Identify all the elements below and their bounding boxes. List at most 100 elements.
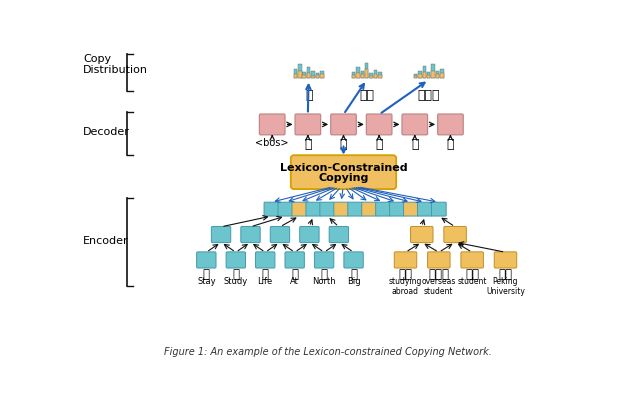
Bar: [436, 74, 439, 78]
FancyBboxPatch shape: [362, 202, 376, 216]
Text: Figure 1: An example of the Lexicon-constrained Copying Network.: Figure 1: An example of the Lexicon-cons…: [164, 347, 492, 357]
Bar: [298, 64, 301, 78]
Bar: [352, 75, 355, 78]
Text: student: student: [458, 277, 487, 286]
FancyBboxPatch shape: [196, 252, 216, 268]
Text: Copy
Distribution: Copy Distribution: [83, 53, 148, 75]
FancyBboxPatch shape: [320, 202, 335, 216]
FancyBboxPatch shape: [376, 202, 390, 216]
Text: 大: 大: [350, 268, 357, 282]
Bar: [294, 69, 297, 78]
FancyBboxPatch shape: [334, 202, 349, 216]
Bar: [356, 73, 360, 78]
Text: 生: 生: [262, 268, 269, 282]
Bar: [440, 73, 444, 78]
FancyBboxPatch shape: [390, 202, 404, 216]
Bar: [378, 75, 381, 78]
Text: Decoder: Decoder: [83, 127, 130, 137]
FancyBboxPatch shape: [285, 252, 305, 268]
FancyBboxPatch shape: [410, 226, 433, 243]
FancyBboxPatch shape: [264, 202, 279, 216]
FancyBboxPatch shape: [417, 202, 432, 216]
FancyBboxPatch shape: [329, 226, 349, 243]
Bar: [356, 67, 360, 78]
Bar: [427, 72, 431, 78]
Bar: [436, 71, 439, 78]
Bar: [422, 66, 426, 78]
Bar: [365, 63, 369, 78]
Bar: [413, 76, 417, 78]
Text: 在: 在: [291, 268, 298, 282]
Text: 北大: 北大: [499, 268, 513, 282]
Text: Life: Life: [258, 277, 273, 286]
Text: Big: Big: [347, 277, 360, 286]
Bar: [418, 74, 422, 78]
Text: 留学: 留学: [399, 268, 413, 282]
FancyBboxPatch shape: [241, 226, 260, 243]
Bar: [311, 76, 315, 78]
FancyBboxPatch shape: [404, 202, 419, 216]
Text: Study: Study: [223, 277, 248, 286]
Text: overseas
student: overseas student: [422, 277, 456, 296]
Bar: [431, 71, 435, 78]
FancyBboxPatch shape: [428, 252, 450, 268]
FancyBboxPatch shape: [431, 202, 446, 216]
Bar: [360, 71, 364, 78]
FancyBboxPatch shape: [278, 202, 292, 216]
FancyBboxPatch shape: [211, 226, 231, 243]
Text: Copying: Copying: [318, 173, 369, 182]
Text: 生: 生: [447, 137, 454, 151]
Bar: [303, 72, 306, 78]
Bar: [440, 69, 444, 78]
Bar: [374, 70, 378, 78]
Text: Lexicon-Constrained: Lexicon-Constrained: [280, 162, 407, 173]
Text: North: North: [312, 277, 336, 286]
FancyBboxPatch shape: [494, 252, 516, 268]
Text: 北: 北: [304, 137, 312, 151]
Text: 大: 大: [340, 137, 348, 151]
Bar: [365, 69, 369, 78]
Text: Encoder: Encoder: [83, 237, 129, 246]
FancyBboxPatch shape: [348, 202, 362, 216]
Bar: [418, 71, 422, 78]
FancyBboxPatch shape: [226, 252, 246, 268]
Bar: [303, 75, 306, 78]
Bar: [369, 73, 373, 78]
FancyBboxPatch shape: [270, 226, 290, 243]
Text: <bos>: <bos>: [255, 137, 289, 148]
Bar: [311, 71, 315, 78]
FancyBboxPatch shape: [295, 114, 321, 135]
Text: 留学生: 留学生: [417, 89, 440, 102]
FancyBboxPatch shape: [331, 114, 356, 135]
Text: Stay: Stay: [197, 277, 216, 286]
Bar: [374, 73, 378, 78]
Bar: [360, 74, 364, 78]
Bar: [431, 64, 435, 78]
Text: 留: 留: [203, 268, 210, 282]
Text: 学: 学: [232, 268, 239, 282]
Text: studying
abroad: studying abroad: [389, 277, 422, 296]
Bar: [307, 67, 310, 78]
FancyBboxPatch shape: [394, 252, 417, 268]
FancyBboxPatch shape: [344, 252, 364, 268]
FancyBboxPatch shape: [300, 226, 319, 243]
FancyBboxPatch shape: [306, 202, 321, 216]
FancyBboxPatch shape: [255, 252, 275, 268]
Text: 留: 留: [376, 137, 383, 151]
FancyBboxPatch shape: [438, 114, 463, 135]
Text: 学: 学: [411, 137, 419, 151]
Text: Peking
University: Peking University: [486, 277, 525, 296]
Text: 北: 北: [321, 268, 328, 282]
Bar: [320, 74, 324, 78]
Bar: [307, 73, 310, 78]
Bar: [378, 72, 381, 78]
FancyBboxPatch shape: [292, 202, 307, 216]
Text: 留学生: 留学生: [428, 268, 449, 282]
FancyBboxPatch shape: [366, 114, 392, 135]
Text: At: At: [290, 277, 299, 286]
Text: 留学: 留学: [359, 89, 374, 102]
Bar: [422, 72, 426, 78]
FancyBboxPatch shape: [461, 252, 483, 268]
Bar: [316, 73, 319, 78]
FancyBboxPatch shape: [444, 226, 467, 243]
